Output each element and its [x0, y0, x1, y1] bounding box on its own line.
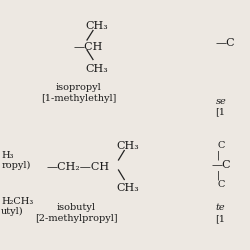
- Text: —C: —C: [212, 160, 232, 170]
- Text: [1-methylethyl]: [1-methylethyl]: [41, 94, 117, 103]
- Text: ropyl): ropyl): [1, 160, 30, 170]
- Text: [1: [1: [216, 107, 226, 116]
- Text: CH₃: CH₃: [85, 21, 108, 31]
- Text: H₃: H₃: [1, 150, 14, 160]
- Text: —CH₂—CH: —CH₂—CH: [46, 162, 110, 172]
- Text: utyl): utyl): [1, 207, 24, 216]
- Text: CH₃: CH₃: [85, 64, 108, 74]
- Text: se: se: [216, 97, 226, 106]
- Text: te: te: [216, 204, 225, 212]
- Text: [2-methylpropyl]: [2-methylpropyl]: [35, 214, 117, 223]
- Text: C: C: [217, 180, 224, 189]
- Text: |: |: [217, 170, 220, 180]
- Text: —CH: —CH: [74, 42, 103, 52]
- Text: isobutyl: isobutyl: [57, 204, 96, 212]
- Text: H₂CH₃: H₂CH₃: [1, 197, 34, 206]
- Text: |: |: [217, 150, 220, 160]
- Text: CH₃: CH₃: [116, 141, 139, 151]
- Text: [1: [1: [216, 214, 226, 223]
- Text: CH₃: CH₃: [116, 183, 139, 193]
- Text: C: C: [217, 140, 224, 149]
- Text: —C: —C: [216, 38, 235, 48]
- Text: isopropyl: isopropyl: [56, 84, 102, 92]
